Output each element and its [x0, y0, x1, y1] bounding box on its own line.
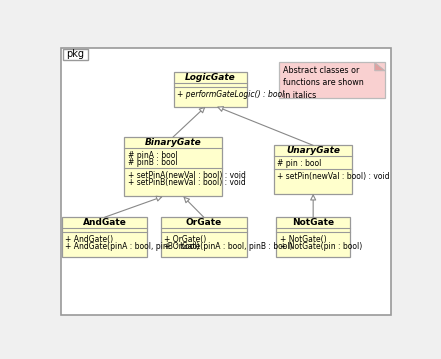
Text: + OrGate(pinA : bool, pinB : bool): + OrGate(pinA : bool, pinB : bool) — [164, 242, 293, 251]
Text: UnaryGate: UnaryGate — [286, 146, 340, 155]
Text: AndGate: AndGate — [83, 218, 127, 227]
Text: + AndGate(): + AndGate() — [65, 235, 113, 244]
FancyBboxPatch shape — [277, 217, 350, 257]
Text: + setPinB(newVal : bool) : void: + setPinB(newVal : bool) : void — [128, 178, 246, 187]
Text: OrGate: OrGate — [186, 218, 222, 227]
Text: + setPinA(newVal : bool) : void: + setPinA(newVal : bool) : void — [128, 171, 246, 180]
Text: NotGate: NotGate — [292, 218, 334, 227]
FancyBboxPatch shape — [279, 62, 385, 98]
Text: # pinB : bool: # pinB : bool — [128, 158, 177, 167]
FancyBboxPatch shape — [274, 145, 352, 194]
Polygon shape — [375, 62, 385, 71]
Text: BinaryGate: BinaryGate — [145, 138, 202, 147]
Text: + NotGate(): + NotGate() — [280, 235, 326, 244]
Text: + OrGate(): + OrGate() — [164, 235, 207, 244]
FancyBboxPatch shape — [63, 48, 88, 60]
Text: + AndGate(pinA : bool, pinB : bool): + AndGate(pinA : bool, pinB : bool) — [65, 242, 200, 251]
FancyBboxPatch shape — [174, 72, 247, 107]
FancyBboxPatch shape — [61, 48, 391, 314]
Text: pkg: pkg — [67, 49, 85, 59]
FancyBboxPatch shape — [124, 137, 222, 196]
FancyBboxPatch shape — [62, 217, 147, 257]
Text: + NotGate(pin : bool): + NotGate(pin : bool) — [280, 242, 362, 251]
Text: Abstract classes or
functions are shown
in italics: Abstract classes or functions are shown … — [283, 66, 364, 100]
Text: # pin : bool: # pin : bool — [277, 159, 321, 168]
Text: + setPin(newVal : bool) : void: + setPin(newVal : bool) : void — [277, 172, 390, 181]
FancyBboxPatch shape — [161, 217, 247, 257]
Text: + performGateLogic() : bool: + performGateLogic() : bool — [177, 90, 284, 99]
Text: LogicGate: LogicGate — [185, 73, 236, 82]
Text: # pinA : bool: # pinA : bool — [128, 151, 177, 160]
